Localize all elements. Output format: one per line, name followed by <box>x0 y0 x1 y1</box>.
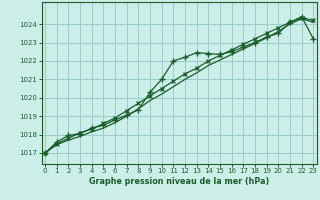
X-axis label: Graphe pression niveau de la mer (hPa): Graphe pression niveau de la mer (hPa) <box>89 177 269 186</box>
